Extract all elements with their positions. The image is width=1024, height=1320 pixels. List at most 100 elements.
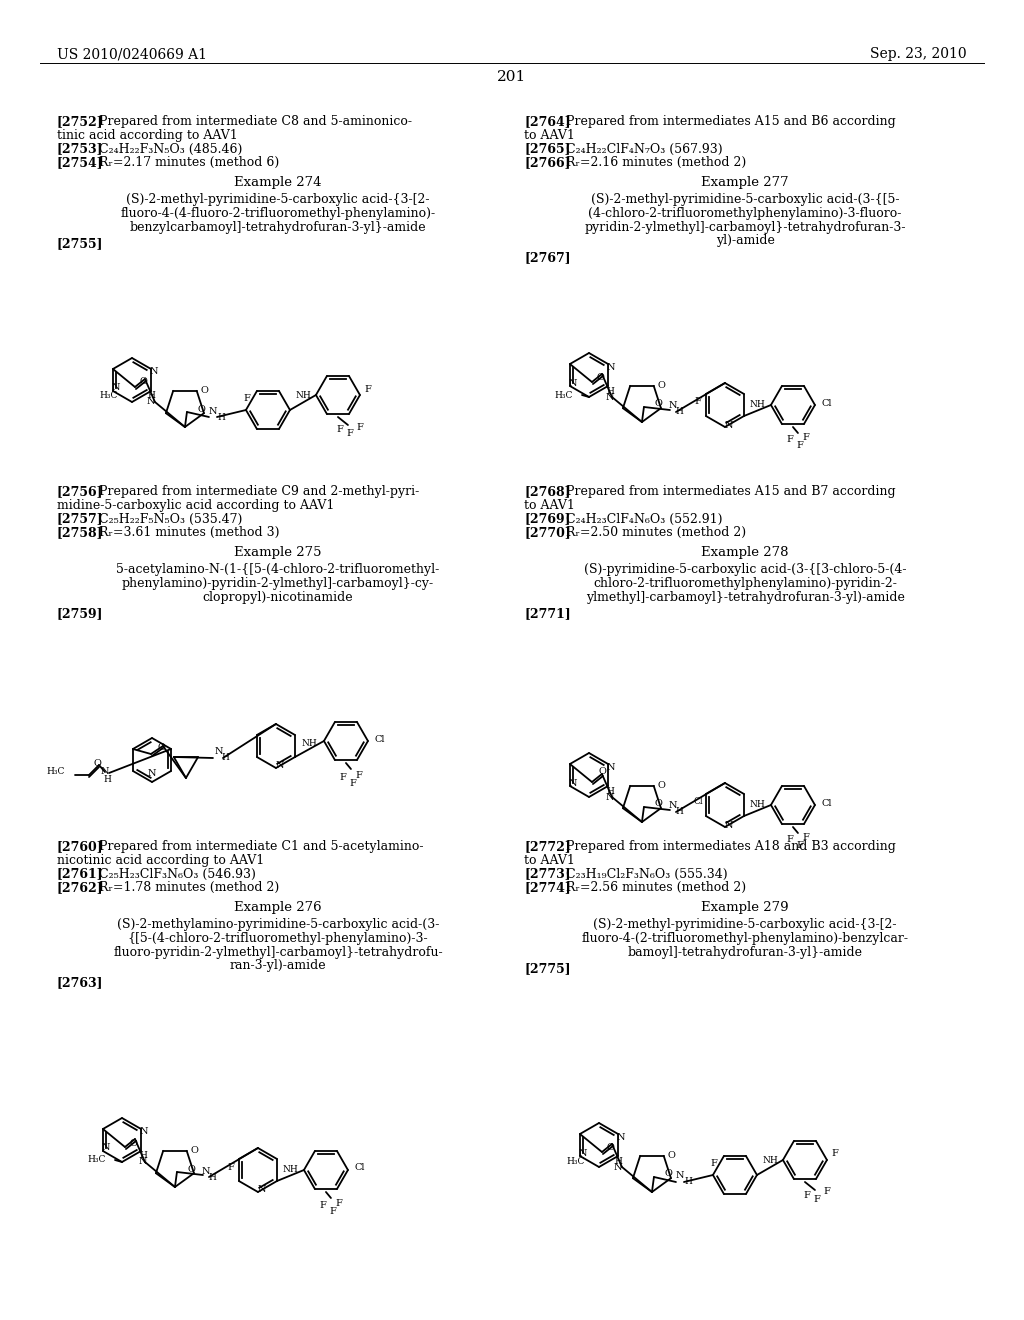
Text: pyridin-2-ylmethyl]-carbamoyl}-tetrahydrofuran-3-: pyridin-2-ylmethyl]-carbamoyl}-tetrahydr… bbox=[585, 220, 906, 234]
Text: benzylcarbamoyl]-tetrahydrofuran-3-yl}-amide: benzylcarbamoyl]-tetrahydrofuran-3-yl}-a… bbox=[130, 220, 426, 234]
Text: N: N bbox=[202, 1167, 210, 1176]
Text: NH: NH bbox=[750, 800, 765, 809]
Text: (S)-pyrimidine-5-carboxylic acid-(3-{[3-chloro-5-(4-: (S)-pyrimidine-5-carboxylic acid-(3-{[3-… bbox=[584, 564, 906, 576]
Text: O: O bbox=[187, 1164, 195, 1173]
Text: midine-5-carboxylic acid according to AAV1: midine-5-carboxylic acid according to AA… bbox=[57, 499, 335, 512]
Text: N: N bbox=[606, 392, 614, 401]
Text: yl)-amide: yl)-amide bbox=[716, 235, 774, 247]
Text: H: H bbox=[675, 408, 683, 417]
Text: O: O bbox=[201, 387, 209, 395]
Text: Cl: Cl bbox=[693, 797, 702, 807]
Text: [2774]: [2774] bbox=[524, 882, 570, 895]
Text: N: N bbox=[616, 1133, 626, 1142]
Text: NH: NH bbox=[295, 391, 311, 400]
Text: O: O bbox=[596, 374, 604, 383]
Text: H₃C: H₃C bbox=[566, 1156, 585, 1166]
Text: F: F bbox=[786, 436, 794, 445]
Text: [2765]: [2765] bbox=[524, 143, 570, 156]
Text: N: N bbox=[568, 379, 578, 388]
Text: [2762]: [2762] bbox=[57, 882, 103, 895]
Text: 5-acetylamino-N-(1-{[5-(4-chloro-2-trifluoromethyl-: 5-acetylamino-N-(1-{[5-(4-chloro-2-trifl… bbox=[117, 564, 439, 576]
Text: F: F bbox=[356, 422, 364, 432]
Text: H: H bbox=[221, 752, 229, 762]
Text: Rᵣ=2.50 minutes (method 2): Rᵣ=2.50 minutes (method 2) bbox=[566, 527, 746, 540]
Text: (S)-2-methylamino-pyrimidine-5-carboxylic acid-(3-: (S)-2-methylamino-pyrimidine-5-carboxyli… bbox=[117, 917, 439, 931]
Text: [2769]: [2769] bbox=[524, 512, 570, 525]
Text: H: H bbox=[218, 412, 226, 421]
Text: O: O bbox=[190, 1146, 199, 1155]
Text: O: O bbox=[197, 404, 205, 413]
Text: O: O bbox=[93, 759, 101, 767]
Text: F: F bbox=[711, 1159, 718, 1168]
Text: [2753]: [2753] bbox=[57, 143, 103, 156]
Text: [2768]: [2768] bbox=[524, 484, 570, 498]
Text: H₃C: H₃C bbox=[47, 767, 65, 776]
Text: Prepared from intermediates A18 and B3 according: Prepared from intermediates A18 and B3 a… bbox=[566, 840, 896, 853]
Text: F: F bbox=[803, 833, 809, 842]
Text: Example 277: Example 277 bbox=[701, 176, 788, 189]
Text: O: O bbox=[157, 743, 165, 752]
Text: Example 279: Example 279 bbox=[701, 902, 788, 915]
Text: N: N bbox=[275, 762, 285, 771]
Text: N: N bbox=[147, 770, 157, 779]
Text: phenylamino)-pyridin-2-ylmethyl]-carbamoyl}-cy-: phenylamino)-pyridin-2-ylmethyl]-carbamo… bbox=[122, 577, 434, 590]
Text: clopropyl)-nicotinamide: clopropyl)-nicotinamide bbox=[203, 590, 353, 603]
Text: [2764]: [2764] bbox=[524, 115, 570, 128]
Text: H: H bbox=[606, 787, 613, 796]
Text: [2759]: [2759] bbox=[57, 607, 103, 620]
Text: Rᵣ=2.56 minutes (method 2): Rᵣ=2.56 minutes (method 2) bbox=[566, 882, 746, 895]
Text: [2756]: [2756] bbox=[57, 484, 103, 498]
Text: ran-3-yl)-amide: ran-3-yl)-amide bbox=[229, 960, 327, 973]
Text: (4-chloro-2-trifluoromethylphenylamino)-3-fluoro-: (4-chloro-2-trifluoromethylphenylamino)-… bbox=[589, 207, 902, 220]
Text: F: F bbox=[340, 772, 346, 781]
Text: (S)-2-methyl-pyrimidine-5-carboxylic acid-(3-{[5-: (S)-2-methyl-pyrimidine-5-carboxylic aci… bbox=[591, 193, 899, 206]
Text: F: F bbox=[813, 1195, 820, 1204]
Text: NH: NH bbox=[750, 400, 765, 409]
Text: F: F bbox=[336, 1199, 342, 1208]
Text: N: N bbox=[215, 747, 223, 755]
Text: H: H bbox=[614, 1156, 622, 1166]
Text: F: F bbox=[319, 1200, 327, 1209]
Text: N: N bbox=[101, 1143, 111, 1152]
Text: [2771]: [2771] bbox=[524, 607, 570, 620]
Text: [2755]: [2755] bbox=[57, 238, 103, 251]
Text: Sep. 23, 2010: Sep. 23, 2010 bbox=[870, 48, 967, 61]
Text: NH: NH bbox=[283, 1166, 298, 1173]
Text: Prepared from intermediate C1 and 5-acetylamino-: Prepared from intermediate C1 and 5-acet… bbox=[99, 840, 424, 853]
Text: tinic acid according to AAV1: tinic acid according to AAV1 bbox=[57, 129, 238, 141]
Text: fluoro-4-(2-trifluoromethyl-phenylamino)-benzylcar-: fluoro-4-(2-trifluoromethyl-phenylamino)… bbox=[582, 932, 908, 945]
Text: H: H bbox=[147, 392, 155, 400]
Text: Example 275: Example 275 bbox=[234, 546, 322, 560]
Text: [2773]: [2773] bbox=[524, 867, 570, 880]
Text: [2766]: [2766] bbox=[524, 156, 570, 169]
Text: N: N bbox=[725, 821, 733, 829]
Text: Prepared from intermediate C9 and 2-methyl-pyri-: Prepared from intermediate C9 and 2-meth… bbox=[99, 484, 419, 498]
Text: O: O bbox=[129, 1138, 137, 1147]
Text: bamoyl]-tetrahydrofuran-3-yl}-amide: bamoyl]-tetrahydrofuran-3-yl}-amide bbox=[628, 945, 862, 958]
Text: to AAV1: to AAV1 bbox=[524, 499, 574, 512]
Text: (S)-2-methyl-pyrimidine-5-carboxylic acid-{3-[2-: (S)-2-methyl-pyrimidine-5-carboxylic aci… bbox=[126, 193, 430, 206]
Text: F: F bbox=[365, 384, 372, 393]
Text: nicotinic acid according to AAV1: nicotinic acid according to AAV1 bbox=[57, 854, 264, 867]
Text: F: F bbox=[227, 1163, 234, 1172]
Text: Cl: Cl bbox=[821, 399, 833, 408]
Text: H: H bbox=[675, 808, 683, 817]
Text: N: N bbox=[725, 421, 733, 429]
Text: fluoro-pyridin-2-ylmethyl]-carbamoyl}-tetrahydrofu-: fluoro-pyridin-2-ylmethyl]-carbamoyl}-te… bbox=[114, 945, 442, 958]
Text: US 2010/0240669 A1: US 2010/0240669 A1 bbox=[57, 48, 207, 61]
Text: [2770]: [2770] bbox=[524, 527, 570, 540]
Text: Example 274: Example 274 bbox=[234, 176, 322, 189]
Text: [2758]: [2758] bbox=[57, 527, 103, 540]
Text: Cl: Cl bbox=[821, 799, 833, 808]
Text: [2760]: [2760] bbox=[57, 840, 103, 853]
Text: Rᵣ=2.17 minutes (method 6): Rᵣ=2.17 minutes (method 6) bbox=[99, 156, 280, 169]
Text: NH: NH bbox=[302, 738, 317, 747]
Text: H: H bbox=[103, 775, 111, 784]
Text: [2772]: [2772] bbox=[524, 840, 570, 853]
Text: H: H bbox=[606, 387, 613, 396]
Text: [2754]: [2754] bbox=[57, 156, 103, 169]
Text: ylmethyl]-carbamoyl}-tetrahydrofuran-3-yl)-amide: ylmethyl]-carbamoyl}-tetrahydrofuran-3-y… bbox=[586, 590, 904, 603]
Text: 201: 201 bbox=[498, 70, 526, 84]
Text: N: N bbox=[209, 407, 217, 416]
Text: F: F bbox=[355, 771, 362, 780]
